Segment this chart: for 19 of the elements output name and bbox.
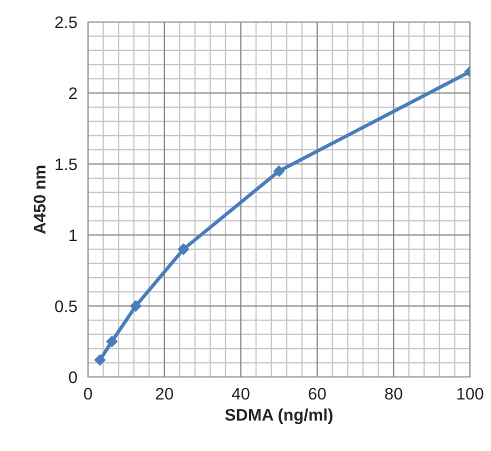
y-tick-label: 1 — [70, 230, 77, 242]
y-axis-title: A450 nm — [34, 166, 46, 234]
x-tick-label: 100 — [457, 388, 484, 400]
x-tick-label: 80 — [385, 388, 402, 400]
x-tick-label: 0 — [84, 388, 92, 400]
x-axis-title: SDMA (ng/ml) — [225, 408, 332, 424]
y-tick-label: 2 — [69, 87, 77, 100]
point — [273, 165, 285, 177]
y-tick-label: 0 — [68, 371, 77, 384]
y-tick-label: 1.5 — [56, 158, 77, 170]
point — [106, 336, 118, 348]
x-tick-label: 60 — [308, 388, 326, 400]
point — [94, 354, 106, 366]
point — [178, 243, 190, 256]
point — [130, 300, 142, 312]
x-tick-label: 20 — [156, 388, 174, 400]
y-tick-label: 0.5 — [55, 300, 77, 312]
x-tick-label: 40 — [232, 388, 250, 400]
y-tick-label: 2.5 — [55, 16, 77, 28]
